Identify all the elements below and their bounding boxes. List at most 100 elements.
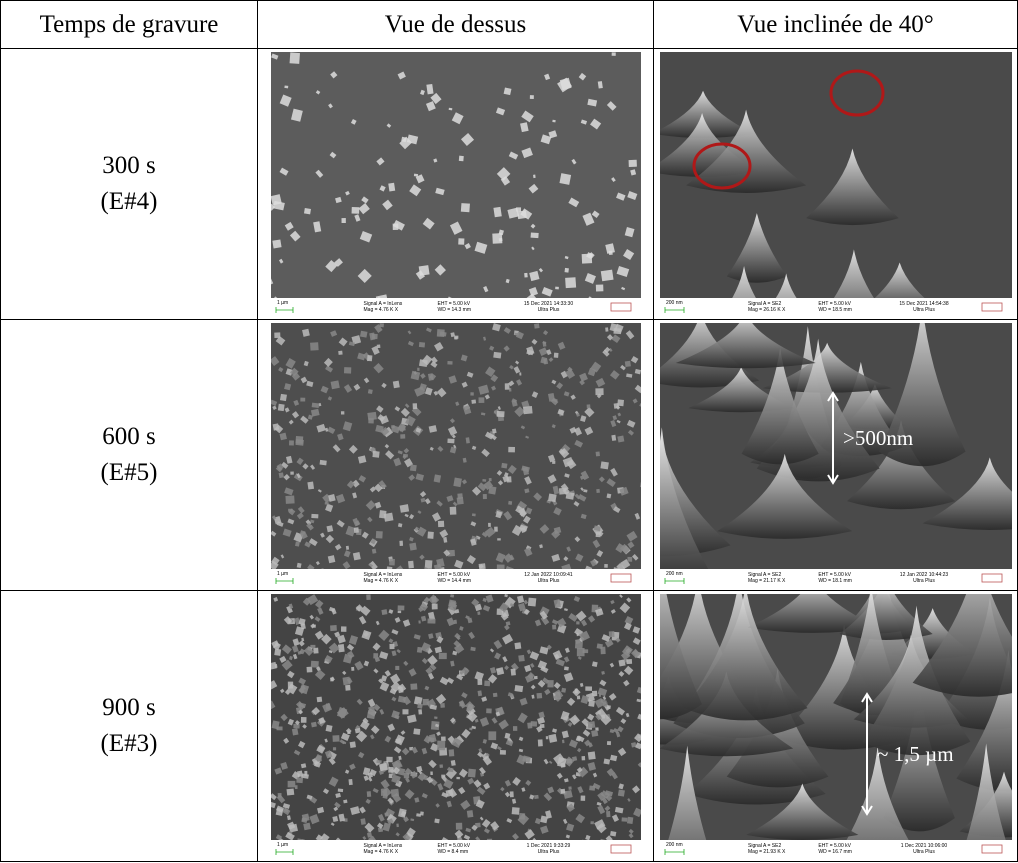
- crystal: [401, 709, 408, 715]
- crystal: [579, 682, 583, 687]
- crystal: [333, 631, 340, 638]
- crystal: [479, 816, 484, 821]
- crystal: [611, 52, 616, 56]
- crystal: [438, 652, 447, 660]
- crystal: [392, 219, 405, 231]
- crystal: [513, 366, 520, 374]
- crystal: [453, 335, 458, 339]
- crystal: [348, 444, 358, 454]
- crystal: [380, 609, 387, 616]
- crystal: [297, 506, 305, 514]
- crystal: [314, 669, 325, 680]
- crystal: [299, 397, 305, 402]
- crystal: [495, 107, 505, 116]
- crystal: [425, 327, 432, 333]
- crystal: [337, 788, 343, 793]
- crystal: [600, 670, 605, 675]
- crystal: [429, 704, 437, 710]
- crystal: [284, 831, 295, 841]
- crystal: [434, 723, 439, 728]
- crystal: [312, 221, 321, 233]
- crystal: [428, 373, 436, 381]
- crystal: [507, 464, 517, 475]
- crystal: [626, 556, 632, 562]
- crystal: [530, 694, 535, 699]
- crystal: [420, 615, 426, 622]
- crystal: [528, 794, 534, 800]
- crystal: [439, 703, 445, 708]
- crystal: [464, 667, 468, 671]
- crystal: [305, 380, 313, 387]
- crystal: [631, 554, 639, 561]
- crystal: [419, 373, 426, 379]
- crystal: [543, 792, 552, 802]
- crystal: [434, 187, 445, 196]
- crystal: [523, 664, 531, 673]
- crystal: [413, 696, 423, 706]
- cone: [762, 342, 892, 393]
- crystal: [354, 727, 361, 734]
- crystal: [311, 402, 319, 409]
- crystal: [288, 603, 293, 609]
- table-body: 300 s (E#4) 1 µm Signal A = InLens Mag = 4.7…: [0, 48, 1018, 862]
- crystal: [366, 832, 372, 838]
- crystal: [286, 670, 295, 679]
- crystal: [372, 362, 384, 374]
- crystal: [386, 123, 391, 128]
- crystal: [381, 199, 393, 211]
- crystal: [334, 543, 341, 551]
- crystal: [539, 665, 549, 674]
- crystal: [610, 609, 616, 614]
- crystal: [624, 360, 631, 367]
- crystal: [617, 789, 625, 797]
- crystal: [429, 361, 437, 368]
- crystal: [537, 679, 546, 688]
- crystal: [273, 767, 282, 775]
- crystal: [599, 698, 607, 705]
- crystal: [615, 192, 626, 201]
- crystal: [481, 479, 486, 482]
- crystal: [378, 415, 389, 425]
- crystal: [582, 729, 590, 737]
- crystal: [342, 799, 347, 804]
- crystal: [558, 173, 571, 185]
- crystal: [368, 332, 375, 341]
- crystal: [477, 690, 482, 697]
- crystal: [383, 512, 393, 522]
- crystal: [439, 676, 449, 686]
- crystal: [353, 214, 360, 222]
- crystal: [363, 775, 369, 781]
- crystal: [574, 493, 580, 500]
- crystal: [543, 758, 549, 765]
- crystal: [608, 347, 613, 352]
- crystal: [392, 380, 400, 389]
- crystal: [389, 673, 400, 685]
- crystal: [626, 419, 636, 428]
- crystal: [435, 693, 446, 705]
- crystal: [445, 767, 457, 780]
- crystal: [286, 518, 294, 525]
- crystal: [303, 646, 314, 656]
- crystal: [409, 683, 417, 690]
- crystal: [511, 807, 520, 815]
- crystal: [479, 716, 489, 727]
- crystal: [593, 819, 605, 830]
- crystal: [282, 528, 292, 537]
- crystal: [366, 709, 376, 720]
- crystal: [466, 711, 477, 723]
- crystal: [328, 642, 340, 654]
- crystal: [275, 726, 283, 731]
- crystal: [420, 497, 425, 503]
- crystal: [430, 356, 438, 364]
- crystal: [353, 383, 360, 391]
- crystal: [485, 708, 492, 714]
- crystal: [553, 689, 563, 700]
- crystal: [270, 530, 276, 537]
- crystal: [511, 833, 519, 841]
- crystal: [586, 713, 594, 721]
- crystal: [638, 403, 641, 408]
- crystal: [380, 674, 387, 682]
- crystal: [371, 548, 376, 554]
